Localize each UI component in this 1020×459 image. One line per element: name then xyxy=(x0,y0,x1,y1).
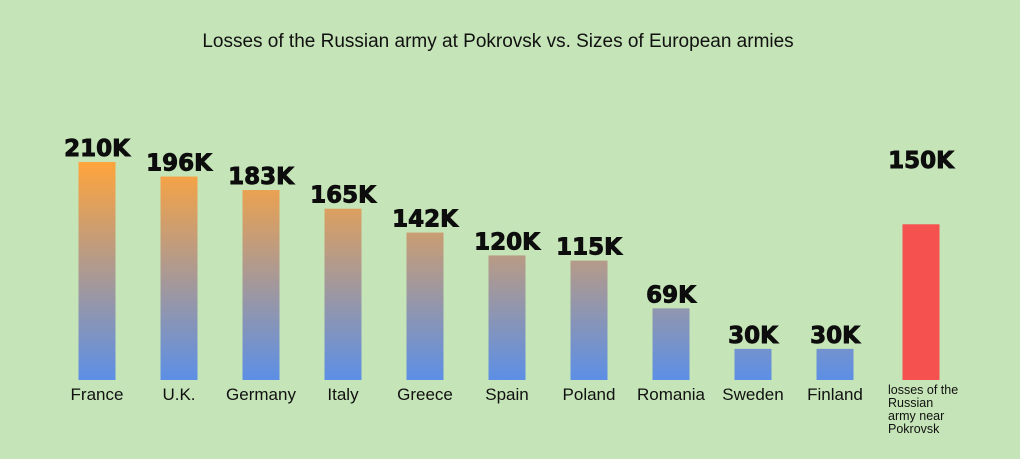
bar-losses-of-the-russian-army-near-pokrovsk xyxy=(902,224,940,380)
value-label-u-k: 196K xyxy=(146,151,213,177)
value-label-sweden: 30K xyxy=(728,323,779,349)
bars-group: 210K France 196K U.K. 183K Germany 165K Italy 14… xyxy=(64,136,959,436)
category-label-spain: Spain xyxy=(485,385,528,404)
value-label-france: 210K xyxy=(64,136,131,162)
value-label-greece: 142K xyxy=(392,207,459,233)
bar-finland xyxy=(816,348,854,380)
value-label-germany: 183K xyxy=(228,164,295,190)
bar-germany xyxy=(242,190,280,380)
bar-romania xyxy=(652,308,690,380)
bar-u-k xyxy=(160,176,198,380)
category-label-france: France xyxy=(71,385,124,404)
value-label-romania: 69K xyxy=(646,282,697,308)
category-label-losses-of-the-russian-army-near-pokrovsk: losses of the Russian army near Pokrovsk xyxy=(888,383,958,436)
category-label-romania: Romania xyxy=(637,385,706,404)
bar-france xyxy=(78,162,116,380)
bar-italy xyxy=(324,208,362,380)
category-label-poland: Poland xyxy=(563,385,616,404)
category-label-finland: Finland xyxy=(807,385,863,404)
value-label-finland: 30K xyxy=(810,323,861,349)
bar-poland xyxy=(570,260,608,380)
bar-sweden xyxy=(734,348,772,380)
category-label-greece: Greece xyxy=(397,385,453,404)
value-label-poland: 115K xyxy=(556,235,623,261)
category-label-italy: Italy xyxy=(327,385,359,404)
chart-title: Losses of the Russian army at Pokrovsk v… xyxy=(202,31,793,52)
category-label-u-k: U.K. xyxy=(162,385,195,404)
value-label-losses-of-the-russian-army-near-pokrovsk: 150K xyxy=(888,148,955,174)
category-label-sweden: Sweden xyxy=(722,385,783,404)
value-label-italy: 165K xyxy=(310,183,377,209)
bar-spain xyxy=(488,255,526,380)
bar-greece xyxy=(406,232,444,380)
category-label-germany: Germany xyxy=(226,385,296,404)
value-label-spain: 120K xyxy=(474,229,541,255)
